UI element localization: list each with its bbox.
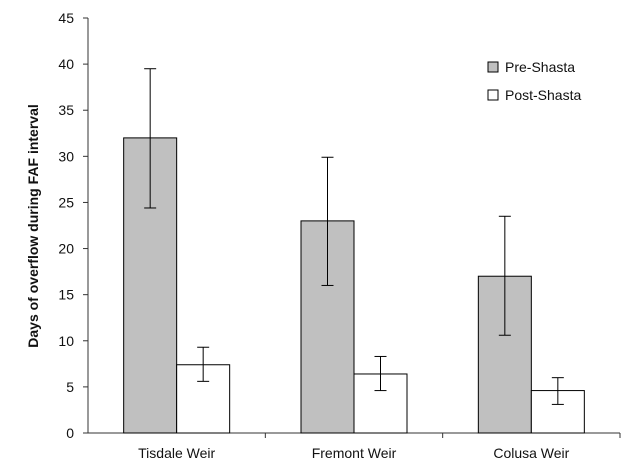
legend: Pre-Shasta Post-Shasta	[480, 57, 611, 115]
y-tick-label: 35	[58, 102, 74, 118]
y-axis-label: Days of overflow during FAF interval	[25, 104, 41, 347]
y-tick-label: 45	[58, 10, 74, 26]
x-tick-label: Fremont Weir	[312, 445, 397, 461]
x-tick-labels: Tisdale Weir Fremont Weir Colusa Weir	[138, 433, 621, 461]
y-tick-label: 30	[58, 148, 74, 164]
legend-frame	[480, 57, 611, 115]
legend-label: Pre-Shasta	[505, 59, 575, 75]
error-bars	[144, 68, 564, 405]
x-tick-label: Tisdale Weir	[138, 445, 215, 461]
x-tick-label: Colusa Weir	[493, 445, 569, 461]
legend-label: Post-Shasta	[505, 87, 581, 103]
y-tick-label: 25	[58, 194, 74, 210]
y-tick-label: 0	[66, 425, 74, 441]
legend-swatch	[487, 61, 499, 73]
y-ticks: 0 5 10 15 20 25 30 35 40 45	[58, 10, 88, 441]
y-tick-label: 40	[58, 56, 74, 72]
y-tick-label: 5	[66, 379, 74, 395]
y-tick-label: 10	[58, 333, 74, 349]
legend-swatch	[487, 89, 499, 101]
y-tick-label: 20	[58, 241, 74, 257]
y-tick-label: 15	[58, 287, 74, 303]
bars	[123, 137, 585, 434]
